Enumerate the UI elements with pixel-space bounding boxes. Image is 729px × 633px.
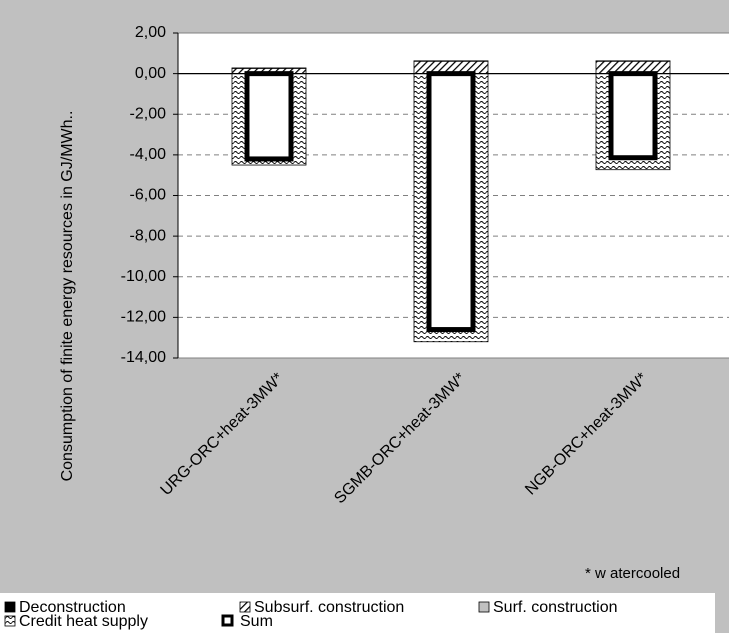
y-tick-label: -8,00 xyxy=(130,227,167,244)
y-tick-label: 2,00 xyxy=(135,24,166,41)
legend-marker xyxy=(4,601,16,613)
legend-marker xyxy=(4,615,16,627)
y-tick-label: -12,00 xyxy=(121,309,166,326)
legend-label: Credit heat supply xyxy=(19,613,148,630)
y-tick-label: 0,00 xyxy=(135,65,166,82)
sum-bar xyxy=(244,71,294,162)
annotation: * w atercooled xyxy=(585,565,680,582)
legend-label: Subsurf. construction xyxy=(254,599,404,616)
legend-marker xyxy=(478,601,490,613)
y-tick-label: -4,00 xyxy=(130,146,167,163)
legend-label: Surf. construction xyxy=(493,599,618,616)
legend-marker xyxy=(221,614,234,627)
y-tick-label: -14,00 xyxy=(121,349,166,366)
legend-box xyxy=(0,593,715,633)
sum-bar xyxy=(608,71,658,161)
legend-label: Sum xyxy=(240,613,273,630)
sum-bar xyxy=(426,71,476,333)
y-tick-label: -6,00 xyxy=(130,187,167,204)
y-axis-label: Consumption of finite energy resources i… xyxy=(59,111,76,482)
legend-marker xyxy=(239,601,251,613)
legend-label: Deconstruction xyxy=(19,599,126,616)
y-tick-label: -2,00 xyxy=(130,105,167,122)
y-tick-label: -10,00 xyxy=(121,268,166,285)
